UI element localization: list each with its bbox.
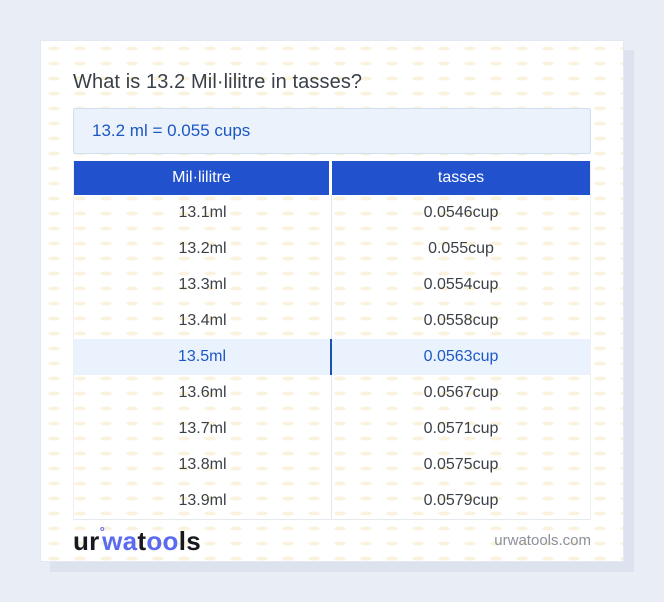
table-header-millilitre: Mil·lilitre (74, 161, 332, 195)
logo-segment-dark: t (137, 525, 147, 556)
cell-millilitre-value[interactable]: 13.5ml (74, 339, 332, 375)
card-footer: ur°watools urwatools.com (73, 520, 591, 561)
site-domain-text: urwatools.com (494, 532, 591, 549)
cell-millilitre-value[interactable]: 13.8ml (74, 447, 332, 483)
table-row[interactable]: 13.9ml 0.0579cup (74, 483, 590, 519)
logo-segment-dark: ur (73, 525, 100, 556)
cell-millilitre-value[interactable]: 13.3ml (74, 267, 332, 303)
urwatools-logo[interactable]: ur°watools (73, 523, 202, 556)
page-title: What is 13.2 Mil·lilitre in tasses? (73, 71, 363, 93)
table-header-tasses: tasses (437, 169, 485, 186)
cell-tasses-value[interactable]: 0.0571cup (423, 420, 499, 437)
cell-millilitre-value[interactable]: 13.9ml (74, 483, 332, 519)
cell-millilitre-value[interactable]: 13.7ml (74, 411, 332, 447)
table-row[interactable]: 13.8ml 0.0575cup (74, 447, 590, 483)
conversion-result-text: 13.2 ml = 0.055 cups (92, 121, 251, 140)
cell-tasses-value[interactable]: 0.0554cup (423, 276, 499, 293)
conversion-result-box: 13.2 ml = 0.055 cups (73, 108, 591, 154)
cell-millilitre-value[interactable]: 13.6ml (74, 375, 332, 411)
cell-tasses-value[interactable]: 0.0567cup (423, 384, 499, 401)
cell-tasses-value[interactable]: 0.0579cup (423, 492, 499, 509)
table-row[interactable]: 13.6ml 0.0567cup (74, 375, 590, 411)
table-header-row: Mil·lilitre tasses (74, 161, 590, 195)
table-row[interactable]: 13.3ml 0.0554cup (74, 267, 590, 303)
cell-tasses-value[interactable]: 0.0563cup (423, 348, 499, 365)
logo-segment-blue: wa (102, 525, 138, 556)
table-row[interactable]: 13.5ml 0.0563cup (74, 339, 590, 375)
table-row[interactable]: 13.2ml 0.055cup (74, 231, 590, 267)
cell-tasses-value[interactable]: 0.0558cup (423, 312, 499, 329)
conversion-table: Mil·lilitre tasses 13.1ml 0.0546cup 13.2… (73, 161, 591, 520)
logo-segment-dark: ls (178, 525, 202, 556)
table-row[interactable]: 13.4ml 0.0558cup (74, 303, 590, 339)
logo-segment-blue: oo (146, 525, 179, 556)
degree-mark-icon: ° (99, 523, 106, 539)
converter-card: What is 13.2 Mil·lilitre in tasses? 13.2… (40, 40, 624, 562)
table-row[interactable]: 13.1ml 0.0546cup (74, 195, 590, 231)
cell-millilitre-value[interactable]: 13.2ml (74, 231, 332, 267)
table-row[interactable]: 13.7ml 0.0571cup (74, 411, 590, 447)
cell-tasses-value[interactable]: 0.0546cup (423, 204, 499, 221)
cell-millilitre-value[interactable]: 13.4ml (74, 303, 332, 339)
table-body: 13.1ml 0.0546cup 13.2ml 0.055cup 13.3ml … (74, 195, 590, 519)
cell-millilitre-value[interactable]: 13.1ml (74, 195, 332, 231)
cell-tasses-value[interactable]: 0.0575cup (423, 456, 499, 473)
cell-tasses-value[interactable]: 0.055cup (428, 240, 494, 257)
